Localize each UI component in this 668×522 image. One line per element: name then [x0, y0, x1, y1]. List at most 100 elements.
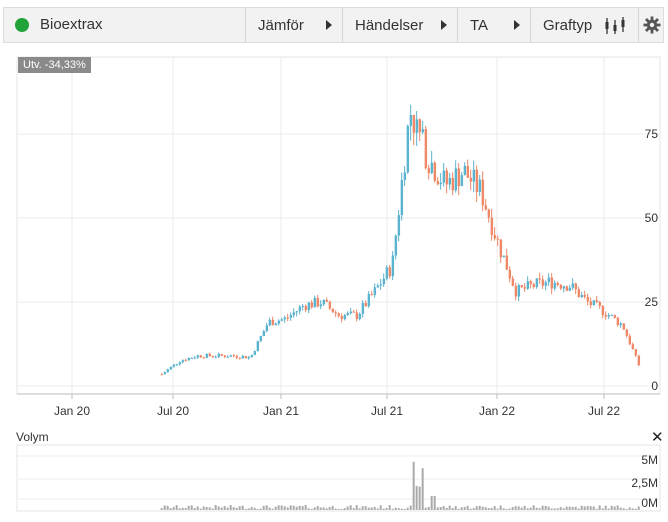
candle-body — [622, 323, 626, 330]
volume-bars — [160, 461, 640, 510]
candle-body — [427, 168, 431, 174]
instrument-title: Bioextrax — [40, 16, 103, 33]
candle-body — [178, 362, 182, 365]
candle-body — [283, 317, 287, 320]
ta-button[interactable]: TA — [457, 8, 530, 42]
volume-bar — [334, 508, 337, 510]
volume-bar — [298, 505, 301, 510]
candle-body — [208, 353, 212, 357]
candle-body — [400, 180, 404, 216]
candle-body — [361, 302, 365, 314]
candle-body — [355, 312, 359, 320]
candle-body — [460, 175, 464, 187]
volume-bar — [277, 505, 280, 510]
volume-bar — [373, 506, 376, 510]
candlestick-icon — [605, 17, 625, 34]
volume-bar — [208, 507, 211, 510]
volume-bar — [406, 507, 409, 510]
graph-type-button[interactable]: Graftyp — [530, 8, 638, 42]
candle-body — [517, 285, 521, 297]
y-tick-label: 25 — [645, 295, 659, 309]
candle-body — [385, 267, 389, 279]
candle-body — [535, 278, 539, 287]
settings-button[interactable] — [638, 8, 664, 42]
volume-bar — [355, 505, 358, 510]
volume-bar — [619, 507, 622, 510]
volume-bar — [568, 506, 571, 510]
y-tick-label: 0 — [651, 379, 658, 393]
x-tick-label: Jul 22 — [588, 404, 620, 418]
candle-body — [394, 235, 398, 256]
volume-bar — [358, 508, 361, 510]
compare-button[interactable]: Jämför — [245, 8, 342, 42]
graph-type-label: Graftyp — [543, 16, 593, 34]
chart-toolbar: Bioextrax Jämför Händelser TA Graftyp — [0, 0, 668, 50]
volume-bar — [475, 506, 478, 510]
ta-label: TA — [470, 16, 489, 34]
volume-bar — [283, 506, 286, 510]
volume-bar — [346, 506, 349, 510]
candle-body — [574, 283, 578, 290]
candle-body — [583, 294, 587, 297]
volume-bar — [526, 508, 529, 510]
volume-bar — [490, 508, 493, 510]
candle-body — [520, 285, 524, 288]
candle-body — [562, 286, 566, 289]
candle-body — [592, 300, 596, 306]
candle-body — [466, 165, 470, 178]
candle-body — [286, 317, 290, 319]
price-chart[interactable]: 75 50 25 0 Jan 20 Jul 20 Jan 21 Jul 21 Jan 22 Ju… — [0, 50, 668, 522]
volume-bar — [268, 507, 271, 510]
volume-bar — [178, 508, 181, 510]
volume-bar — [481, 506, 484, 510]
volume-bar — [244, 508, 247, 510]
volume-bar — [388, 505, 391, 510]
candle-body — [358, 313, 362, 320]
candle-body — [310, 302, 314, 308]
volume-bar — [286, 507, 289, 510]
compare-label: Jämför — [258, 16, 304, 34]
candle-body — [364, 302, 368, 307]
volume-bar — [457, 508, 460, 510]
status-dot — [15, 18, 29, 32]
candle-body — [556, 282, 560, 285]
candle-body — [589, 301, 593, 306]
events-button[interactable]: Händelser — [342, 8, 457, 42]
volume-bar — [607, 508, 610, 510]
volume-bar — [556, 508, 559, 510]
volume-bar — [235, 507, 238, 510]
candle-body — [241, 356, 245, 359]
volume-tick-label: 5M — [641, 453, 658, 467]
candle-body — [451, 177, 455, 191]
volume-bar — [421, 468, 424, 510]
candle-body — [343, 315, 347, 320]
candle-body — [166, 369, 170, 373]
candle-body — [373, 287, 377, 295]
volume-bar — [319, 507, 322, 510]
volume-bar — [499, 505, 502, 510]
volume-bar — [211, 508, 214, 510]
volume-bar — [604, 505, 607, 510]
volume-bar — [175, 505, 178, 510]
candle-body — [274, 323, 278, 326]
candle-body — [187, 357, 191, 361]
candle-body — [523, 287, 527, 289]
close-icon[interactable]: ✕ — [651, 429, 664, 446]
candle-body — [421, 129, 425, 133]
candle-body — [238, 357, 242, 359]
volume-bar — [520, 507, 523, 510]
volume-bar — [349, 505, 352, 510]
volume-bar — [226, 507, 229, 510]
caret-right-icon — [441, 20, 447, 30]
candle-body — [505, 255, 509, 270]
volume-bar — [223, 506, 226, 510]
candle-body — [484, 205, 488, 210]
candle-body — [553, 282, 557, 289]
change-badge: Utv. -34,33% — [18, 57, 91, 73]
candle-body — [613, 314, 617, 318]
candle-body — [262, 331, 266, 337]
volume-bar — [199, 508, 202, 510]
volume-bar — [214, 505, 217, 510]
volume-bar — [409, 505, 412, 510]
candle-body — [307, 302, 311, 311]
